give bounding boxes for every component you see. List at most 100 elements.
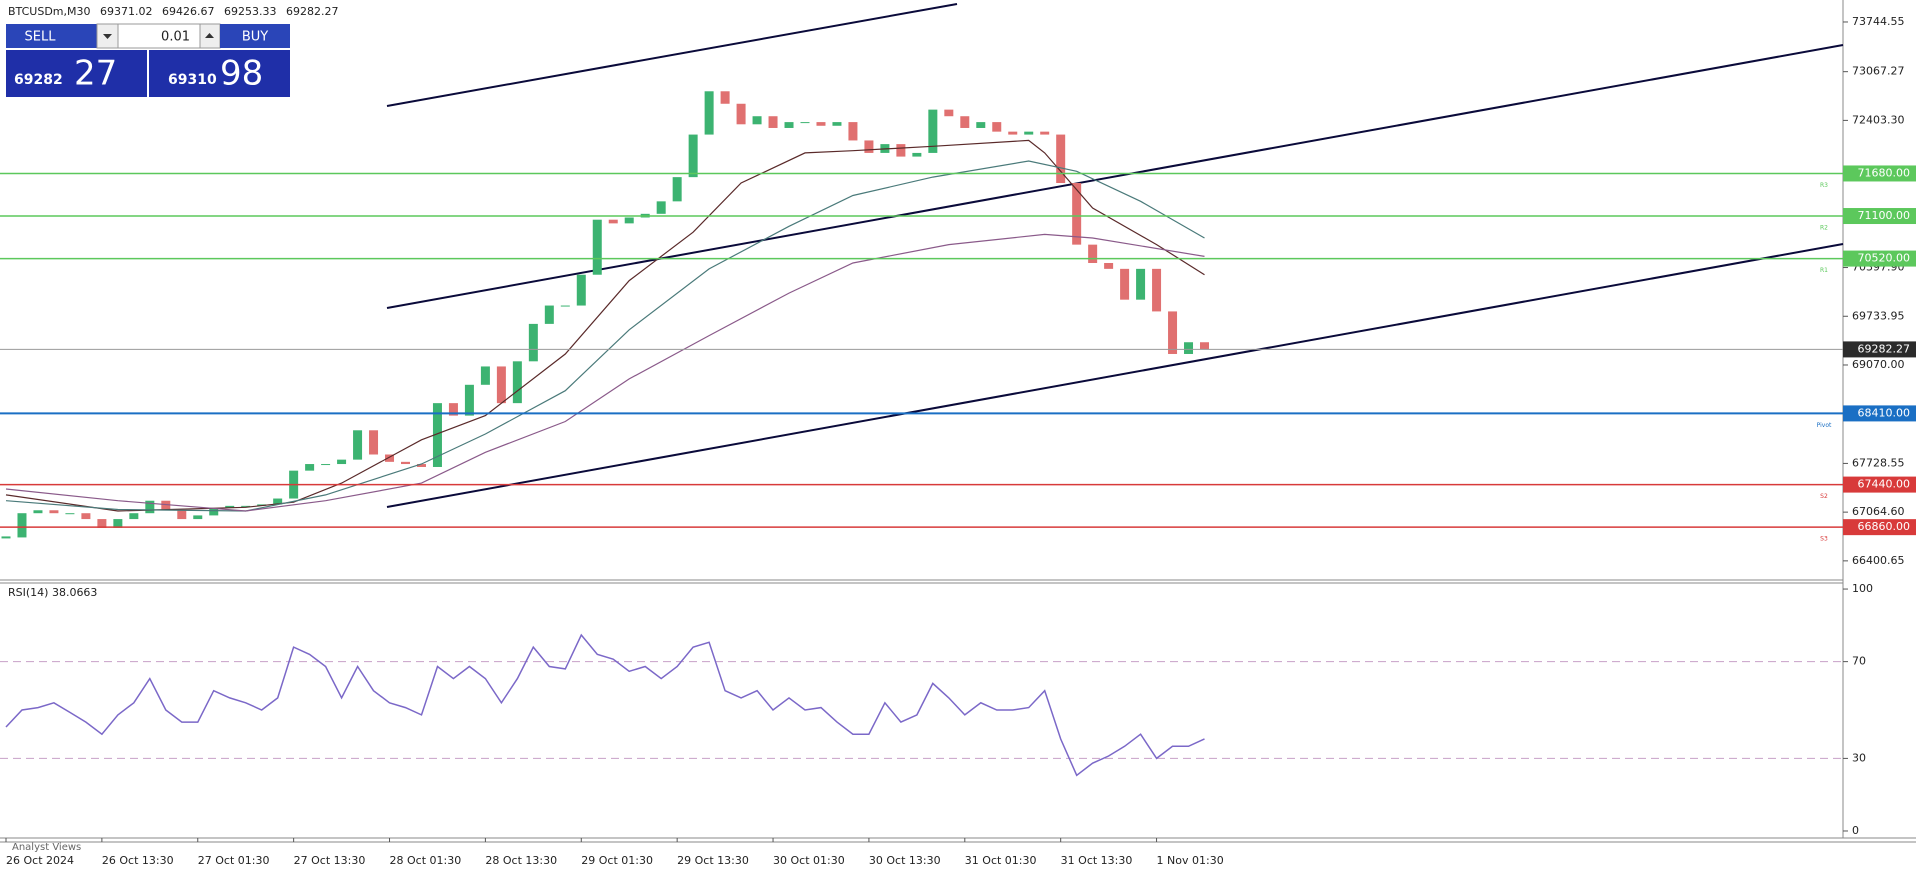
candle [656,201,666,214]
candle [832,122,842,126]
level-label-box [1843,405,1916,422]
symbol-title: BTCUSDm,M30 [8,5,91,18]
level-label-box [1843,476,1916,493]
level-label-box [1843,519,1916,536]
candle [401,461,410,465]
candle [560,305,570,307]
candle [65,513,75,515]
candle [1040,131,1050,135]
candle [1104,262,1114,269]
volume-field[interactable] [117,23,201,49]
buy-price[interactable] [149,50,290,97]
candle [592,219,602,275]
sell-label: SELL [25,30,57,45]
candle [17,513,27,538]
ohlc-value: 69282.27 [286,5,339,18]
arrow-icon [205,33,214,38]
buy-button[interactable] [220,24,290,48]
buy-price-main: 69310 [168,72,217,88]
y-tick-label: 100 [1852,582,1873,595]
level-tag: Pivot [1817,422,1832,429]
buy-price-big: 98 [220,54,263,94]
y-tick-label: 73744.55 [1852,15,1905,28]
candle [1136,268,1146,300]
candle [1152,268,1162,312]
candle [544,305,554,324]
level-label-box [1843,208,1916,225]
candle [416,464,426,467]
arrow-icon [103,34,112,39]
candle [576,274,586,306]
candle [864,140,874,153]
x-tick-label: 26 Oct 2024 [6,854,74,867]
y-tick-label: 30 [1852,751,1866,764]
y-tick-label: 70 [1852,655,1866,668]
sell-price-big: 27 [74,54,117,94]
candle [193,515,203,520]
candle [816,122,826,126]
x-tick-label: 28 Oct 01:30 [390,854,462,867]
y-tick-label: 66400.65 [1852,554,1905,567]
trend-line [386,3,958,107]
candle [305,464,315,471]
candle [960,116,970,128]
x-tick-label: 31 Oct 01:30 [965,854,1037,867]
level-label: 66860.00 [1858,520,1911,533]
candle [145,500,155,514]
candle [385,454,395,462]
ohlc-value: 69371.02 [100,5,153,18]
candle [353,430,363,460]
level-label: 67440.00 [1858,478,1911,491]
trend-line [386,44,1844,309]
candle [768,116,778,128]
x-tick-label: 29 Oct 13:30 [677,854,749,867]
level-label: 68410.00 [1858,406,1911,419]
x-tick-label: 27 Oct 13:30 [294,854,366,867]
candle [752,116,762,125]
candle [688,134,698,178]
level-tag: R1 [1820,267,1828,274]
candle [448,403,458,416]
candle [976,122,986,128]
plot: R3 R2 R1 Pivot S2 S3 [0,91,1843,777]
level-label: 71100.00 [1858,209,1911,222]
candle [81,513,91,520]
candle [273,498,283,505]
moving-average [5,139,1205,512]
y-tick-label: 72403.30 [1852,113,1905,126]
candle [1008,131,1018,135]
candle [1024,131,1034,135]
sell-button[interactable] [6,24,97,48]
candle [464,384,474,416]
candle [1120,268,1130,300]
candle [321,464,331,466]
rsi-line [5,633,1205,777]
candle [129,513,139,520]
candle [1056,134,1066,184]
axes: 73744.5573067.2772403.3070397.9069733.95… [5,15,1916,867]
x-tick-label: 26 Oct 13:30 [102,854,174,867]
candle [800,122,810,124]
candle [241,505,251,507]
level-tag: R3 [1820,182,1828,189]
candle [1184,342,1194,354]
candle [608,219,618,224]
candle [496,366,506,404]
level-tag: S3 [1820,536,1828,543]
candle [896,144,906,157]
candle [512,361,522,404]
candle [225,505,235,509]
candle [928,109,938,153]
candle [1200,342,1209,350]
candle [528,323,538,362]
bottom-tab[interactable]: Analyst Views [12,842,81,853]
x-tick-label: 30 Oct 13:30 [869,854,941,867]
candle [1168,311,1178,354]
x-tick-label: 29 Oct 01:30 [581,854,653,867]
x-tick-label: 27 Oct 01:30 [198,854,270,867]
candle [480,366,490,385]
candle [736,103,746,125]
candle [337,459,347,465]
sell-price[interactable] [6,50,147,97]
sell-price-main: 69282 [14,72,63,88]
